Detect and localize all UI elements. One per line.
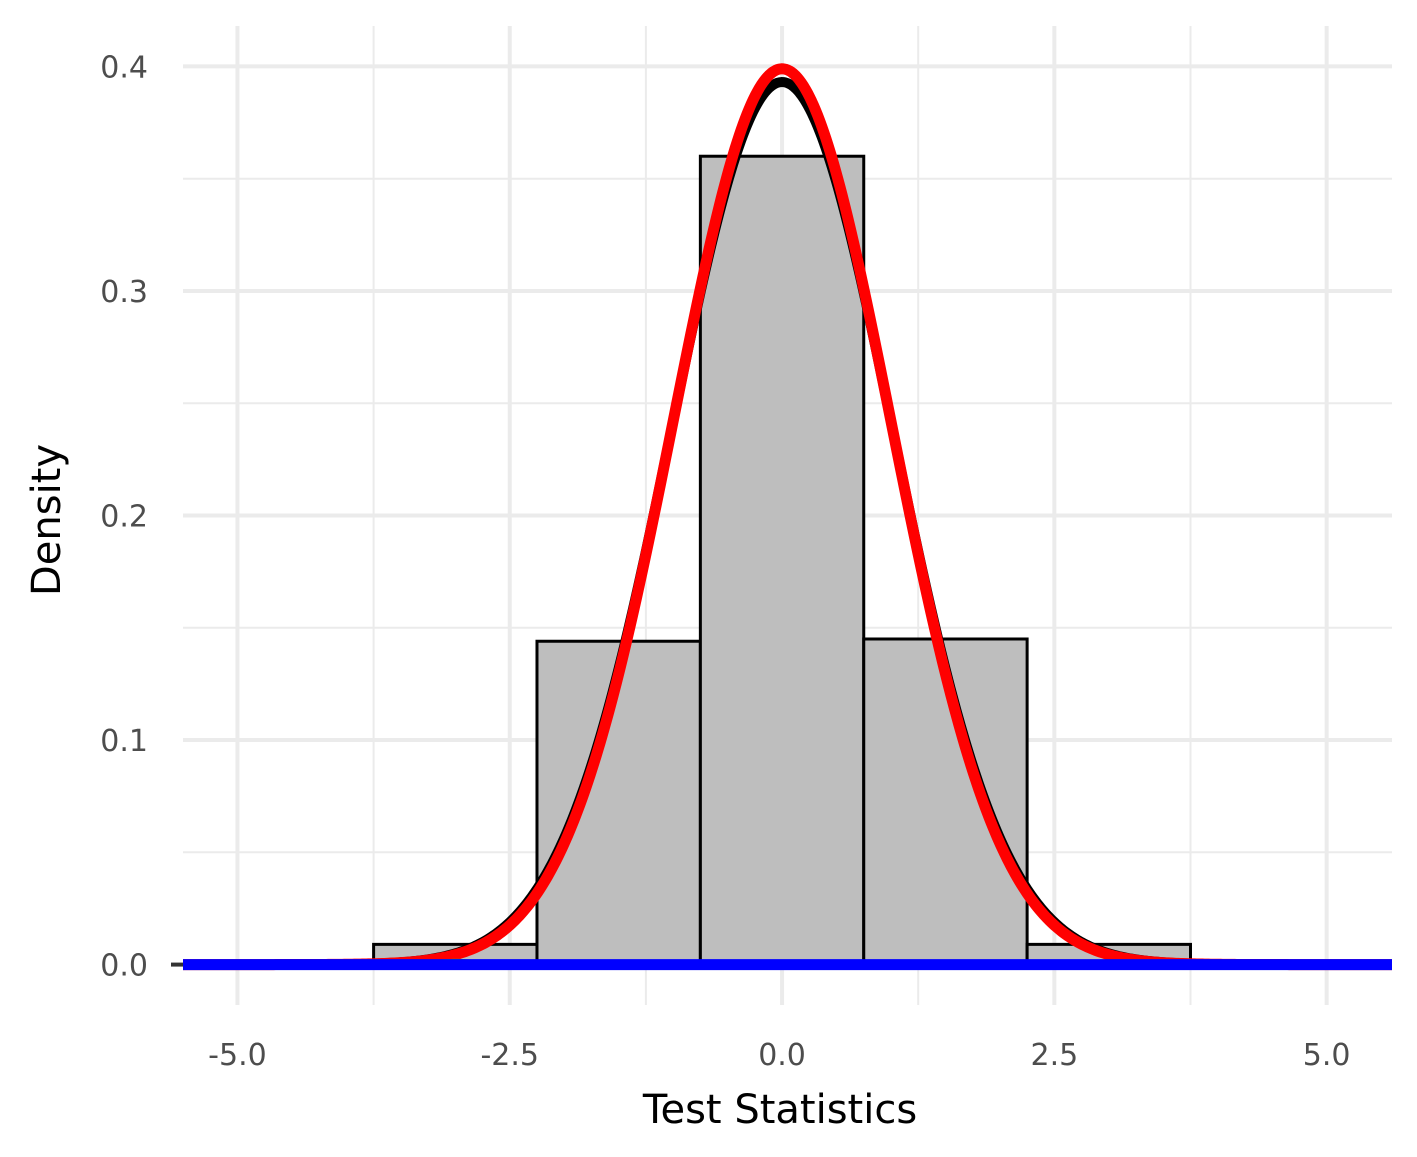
- density-curves: [179, 63, 1396, 971]
- x-tick-label: 2.5: [1030, 1038, 1078, 1073]
- x-tick-label: -2.5: [480, 1038, 539, 1073]
- y-tick-label: 0.0: [100, 949, 148, 984]
- x-tick-label: -5.0: [208, 1038, 267, 1073]
- x-tick-label: 0.0: [758, 1038, 806, 1073]
- histogram-bars: [372, 154, 1192, 967]
- x-tick-label: 5.0: [1303, 1038, 1351, 1073]
- y-tick-label: 0.1: [100, 724, 148, 759]
- y-tick-label: 0.2: [100, 500, 148, 535]
- y-tick-label: 0.3: [100, 275, 148, 310]
- axes: -5.0 -2.5 0.0 2.5 5.0 0.0 0.1 0.2 0.3 0.4: [100, 50, 1350, 1073]
- y-tick-label: 0.4: [100, 50, 148, 85]
- histogram-bar: [698, 154, 866, 967]
- y-axis-title: Density: [24, 444, 70, 596]
- x-axis-title: Test Statistics: [642, 1087, 917, 1133]
